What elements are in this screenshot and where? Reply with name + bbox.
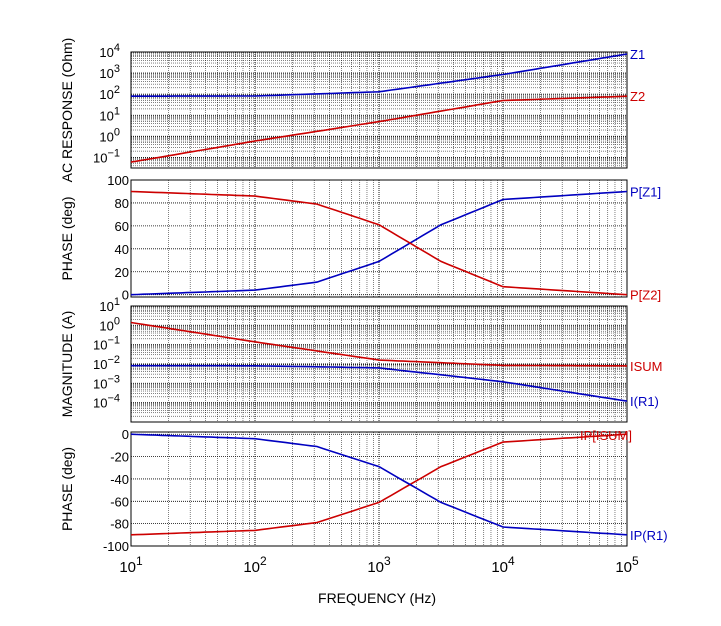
y-tick-label: 100 — [99, 126, 120, 144]
x-tick-label: 102 — [243, 554, 267, 576]
y-tick-label: -60 — [110, 494, 129, 509]
y-axis-label: PHASE (deg) — [59, 447, 75, 531]
plot-frame — [130, 305, 628, 423]
series-label: IP(R1) — [630, 528, 668, 543]
y-tick-label: 0 — [122, 427, 129, 442]
panel-2: 0 20 40 60 80 100 PHASE (deg) P[Z1] P[Z2] — [59, 173, 661, 303]
y-tick-label: 103 — [99, 63, 120, 81]
y-tick-label: 80 — [115, 196, 129, 211]
y-tick-label: 101 — [99, 105, 120, 123]
y-tick-label: 10−1 — [93, 147, 120, 165]
series-label: P[Z1] — [630, 184, 661, 199]
x-axis-label: FREQUENCY (Hz) — [318, 590, 436, 606]
series-label: IP[ISUM] — [580, 428, 632, 443]
x-tick-label: 104 — [491, 554, 515, 576]
series-line-z2 — [130, 95, 628, 163]
y-tick-label: 101 — [99, 296, 120, 314]
x-tick-label: 103 — [367, 554, 391, 576]
series-line-isum — [130, 321, 628, 367]
y-tick-label: 104 — [99, 42, 120, 60]
series-label: Z1 — [630, 47, 645, 62]
y-tick-label: 20 — [115, 265, 129, 280]
series-line-ip-isum- — [130, 433, 628, 536]
y-tick-label: 100 — [107, 173, 129, 188]
y-tick-label: 100 — [99, 315, 120, 333]
y-tick-label: 40 — [115, 242, 129, 257]
series-label: Z2 — [630, 89, 645, 104]
series-line-p-z2- — [130, 190, 628, 296]
y-axis-label: MAGNITUDE (A) — [59, 311, 75, 418]
plot-frame — [130, 431, 628, 547]
y-tick-label: 60 — [115, 219, 129, 234]
series-label: P[Z2] — [630, 288, 661, 303]
y-tick-label: 10−4 — [93, 393, 120, 411]
series-line-p-z1- — [130, 190, 628, 296]
y-tick-label: 0 — [122, 288, 129, 303]
y-axis-label: PHASE (deg) — [59, 196, 75, 280]
x-tick-label: 101 — [119, 554, 143, 576]
y-tick-label: 10−2 — [93, 354, 120, 372]
y-tick-label: 102 — [99, 84, 120, 102]
series-line-i-r1- — [131, 364, 628, 402]
y-tick-label: 10−3 — [93, 373, 120, 391]
y-tick-label: -100 — [103, 539, 129, 554]
y-axis-label: AC RESPONSE (Ohm) — [59, 38, 75, 183]
plot-frame — [130, 179, 628, 298]
x-tick-label: 105 — [615, 554, 639, 576]
panel-1: 10−1 100 101 102 103 104 AC RESPONSE (Ohm) Z1 Z2 — [59, 38, 645, 183]
panel-4: 0 -20 -40 -60 -80 -100 PHASE (deg) IP[ISUM] IP(R… — [59, 427, 668, 554]
y-tick-label: -40 — [110, 472, 129, 487]
series-label: ISUM — [630, 359, 663, 374]
series-label: I(R1) — [630, 394, 659, 409]
y-tick-label: -80 — [110, 517, 129, 532]
series-line-z1 — [131, 53, 628, 97]
series-line-ip-r1- — [130, 433, 628, 536]
plot-frame — [130, 51, 628, 169]
y-tick-label: 10−1 — [93, 335, 120, 353]
y-tick-label: -20 — [110, 450, 129, 465]
